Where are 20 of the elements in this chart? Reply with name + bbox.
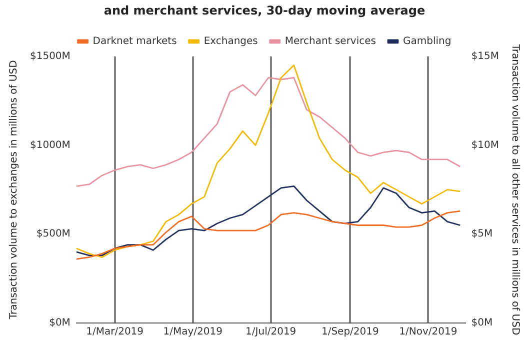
x-tick-label: 1/Nov/2019 bbox=[399, 326, 458, 338]
y-tick-label: $0M bbox=[49, 318, 70, 329]
y2-tick-label: $0M bbox=[471, 318, 493, 329]
legend-label: Exchanges bbox=[204, 36, 258, 47]
x-tick-label: 1/Mar/2019 bbox=[86, 326, 144, 338]
y2-tick-label: $10M bbox=[471, 140, 500, 151]
chart-title: and merchant services, 30-day moving average bbox=[104, 3, 426, 18]
legend-label: Gambling bbox=[402, 36, 452, 47]
x-tick-label: 1/May/2019 bbox=[163, 326, 222, 338]
y-axis-title: Transaction volume to exchanges in millions of USD bbox=[8, 60, 20, 320]
legend-label: Darknet markets bbox=[92, 36, 177, 47]
y2-tick-label: $5M bbox=[471, 228, 493, 240]
y2-tick-label: $15M bbox=[471, 50, 500, 62]
y-tick-label: $500M bbox=[36, 228, 70, 240]
x-tick-label: 1/Sep/2019 bbox=[321, 326, 379, 338]
legend-label: Merchant services bbox=[284, 36, 376, 47]
y2-axis-title: Transaction volume to all other services in millions of USD bbox=[509, 43, 520, 336]
x-tick-label: 1/Jul/2019 bbox=[246, 326, 296, 338]
y-tick-label: $1000M bbox=[30, 140, 70, 151]
y-tick-label: $1500M bbox=[30, 50, 70, 62]
